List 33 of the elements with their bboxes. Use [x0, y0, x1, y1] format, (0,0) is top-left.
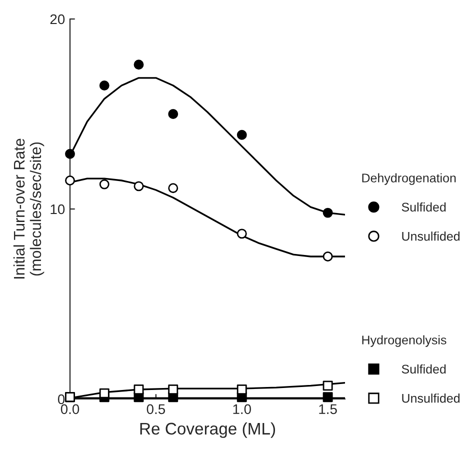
y-axis-title: Initial Turn-over Rate (molecules/sec/site)	[13, 138, 44, 278]
x-tick-label: 0.5	[146, 404, 166, 414]
point	[322, 392, 333, 402]
point	[236, 228, 247, 239]
legend-label: Sulfided	[402, 202, 446, 212]
legend-label: Sulfided	[402, 364, 446, 374]
point	[168, 109, 178, 119]
legend-label: Unsulfided	[402, 394, 460, 403]
point	[65, 176, 75, 186]
point	[99, 80, 110, 90]
x-axis-title: Re Coverage (ML)	[140, 422, 276, 438]
point	[99, 388, 110, 398]
point	[134, 60, 144, 70]
point	[322, 252, 333, 262]
point	[65, 148, 75, 159]
x-tick-label: 0.0	[60, 404, 80, 414]
point	[236, 130, 247, 140]
text: Hydrogenolysis	[362, 335, 446, 347]
point	[168, 384, 178, 394]
point	[236, 384, 247, 394]
y-tick-label: 20	[50, 14, 65, 24]
point	[134, 384, 144, 394]
point	[99, 179, 110, 190]
y-tick-label: 10	[50, 204, 65, 214]
point	[168, 183, 178, 194]
point	[322, 380, 333, 391]
point	[322, 208, 333, 218]
x-tick-label: 1.5	[319, 404, 337, 414]
text: Dehydrogenation	[362, 173, 456, 185]
legend-label: Unsulfided	[402, 232, 460, 241]
x-tick-label: 1.0	[233, 404, 251, 414]
point	[134, 181, 144, 192]
y-tick-label: 0	[58, 394, 65, 404]
